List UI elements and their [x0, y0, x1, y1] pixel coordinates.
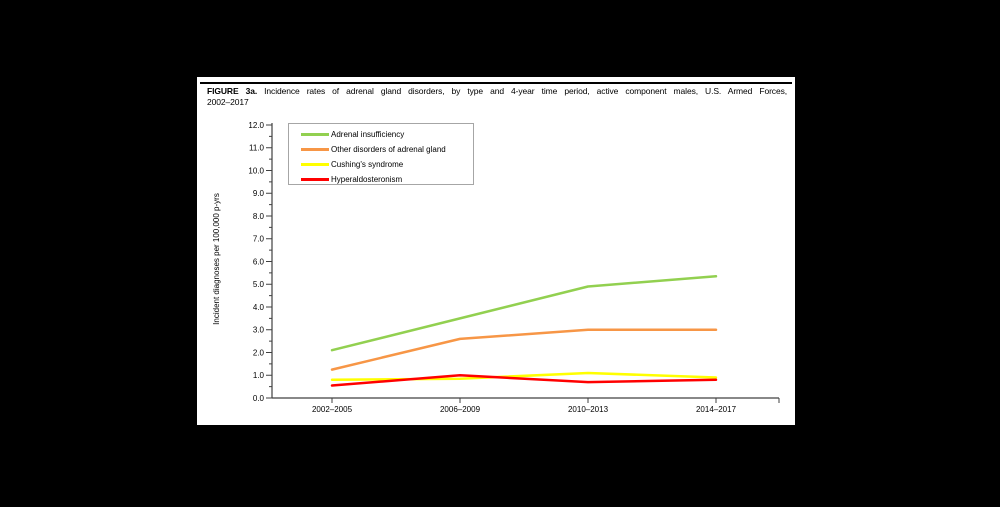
- legend-item: Other disorders of adrenal gland: [301, 142, 473, 157]
- legend-label: Other disorders of adrenal gland: [331, 144, 446, 154]
- figure-panel: FIGURE 3a. Incidence rates of adrenal gl…: [197, 77, 795, 425]
- figure-number-label: FIGURE 3a.: [207, 86, 258, 96]
- y-tick-label: 10.0: [248, 166, 264, 175]
- figure-caption-line2: 2002–2017: [207, 96, 249, 107]
- legend-item: Cushing's syndrome: [301, 157, 473, 172]
- series-line-adrenal-insufficiency: [330, 275, 718, 352]
- y-tick-label: 5.0: [253, 280, 265, 289]
- legend-label: Cushing's syndrome: [331, 159, 404, 169]
- legend-item: Adrenal insufficiency: [301, 127, 473, 142]
- legend-label: Hyperaldosteronism: [331, 174, 403, 184]
- legend-item: Hyperaldosteronism: [301, 172, 473, 187]
- y-tick-label: 9.0: [253, 189, 265, 198]
- legend-line-swatch: [301, 147, 329, 151]
- y-tick-label: 6.0: [253, 257, 265, 266]
- figure-caption-text: Incidence rates of adrenal gland disorde…: [257, 86, 787, 96]
- y-tick-label: 12.0: [248, 121, 264, 130]
- y-tick-label: 8.0: [253, 212, 265, 221]
- legend-line-swatch: [301, 132, 329, 136]
- series-line-hyperaldosteronism: [330, 374, 718, 387]
- legend-line-swatch: [301, 177, 329, 181]
- y-tick-label: 11.0: [249, 144, 265, 153]
- figure-caption: FIGURE 3a. Incidence rates of adrenal gl…: [207, 86, 787, 107]
- y-tick-label: 7.0: [253, 235, 265, 244]
- y-tick-label: 4.0: [253, 303, 265, 312]
- x-tick-label: 2010–2013: [568, 405, 609, 414]
- line-chart: 0.0 1.0 2.0 3.0 4.0 5.0 6.0 7.0 8.0 9.0 10.0 11.0 12…: [212, 121, 780, 414]
- series-line-other-disorders-of-adrenal-gland: [330, 328, 718, 371]
- x-tick-label: 2002–2005: [312, 405, 353, 414]
- chart-legend: Adrenal insufficiency Other disorders of…: [288, 123, 474, 185]
- x-tick-label: 2014–2017: [696, 405, 737, 414]
- legend-label: Adrenal insufficiency: [331, 129, 405, 139]
- x-tick-label: 2006–2009: [440, 405, 481, 414]
- y-tick-label: 2.0: [253, 348, 265, 357]
- y-tick-label: 0.0: [253, 394, 265, 403]
- y-tick-label: 3.0: [253, 326, 265, 335]
- y-tick-label: 1.0: [253, 371, 265, 380]
- figure-caption-line1: FIGURE 3a. Incidence rates of adrenal gl…: [207, 86, 787, 97]
- figure-top-rule: [200, 82, 792, 84]
- y-axis-title: Incident diagnoses per 100,000 p-yrs: [212, 193, 221, 325]
- legend-line-swatch: [301, 162, 329, 166]
